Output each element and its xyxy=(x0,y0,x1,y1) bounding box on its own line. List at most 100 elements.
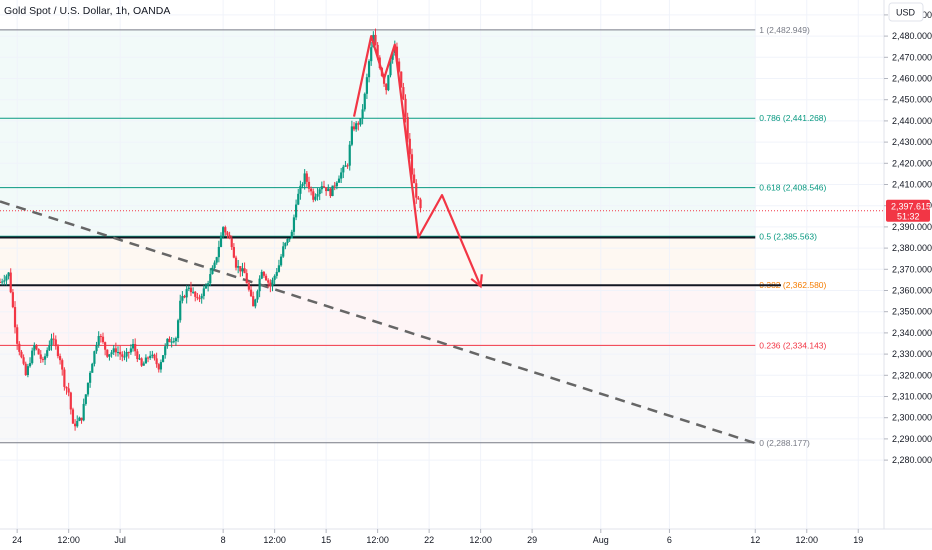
candle-body xyxy=(101,336,105,343)
candle-body xyxy=(387,75,390,91)
candle-body xyxy=(80,417,83,421)
candle-body xyxy=(327,188,330,192)
time-axis-label: 19 xyxy=(853,535,863,545)
candle-body xyxy=(256,291,259,300)
candle-body xyxy=(385,83,388,91)
candle-body xyxy=(41,358,45,360)
candle-body xyxy=(286,239,289,243)
fib-level-label: 1 (2,482.949) xyxy=(759,25,810,35)
candle-body xyxy=(26,366,29,376)
candle-body xyxy=(348,144,351,166)
trendline[interactable] xyxy=(0,200,756,445)
candle-body xyxy=(269,282,272,287)
candle-body xyxy=(389,59,392,76)
dashed-trendline[interactable] xyxy=(0,200,756,445)
candle-body xyxy=(267,280,270,283)
candle-body xyxy=(161,355,165,363)
candle-body xyxy=(219,235,223,247)
candle-body xyxy=(226,232,229,235)
candle-body xyxy=(222,227,225,236)
fib-level-label: 0.5 (2,385.563) xyxy=(759,231,817,241)
candle-body xyxy=(290,231,293,239)
candle-body xyxy=(84,394,87,404)
fib-level-label: 0 (2,288.177) xyxy=(759,438,810,448)
candle-body xyxy=(65,386,68,389)
candle-body xyxy=(230,238,233,248)
candle-body xyxy=(24,363,27,376)
candle-body xyxy=(0,282,2,284)
time-axis-label: Aug xyxy=(593,535,609,545)
candle-body xyxy=(67,388,70,393)
candle-body xyxy=(367,61,371,78)
candle-body xyxy=(415,183,418,198)
candle-body xyxy=(123,356,126,358)
time-axis-label: 8 xyxy=(221,535,226,545)
time-axis-label: 22 xyxy=(424,535,434,545)
candle-body xyxy=(249,289,253,297)
candle-body xyxy=(277,265,281,272)
candle-body xyxy=(245,273,248,284)
candle-body xyxy=(9,272,12,293)
candle-body xyxy=(209,274,212,284)
price-axis-label: 2,330.000 xyxy=(892,349,932,359)
projection-path[interactable] xyxy=(352,34,483,289)
candle-body xyxy=(93,351,96,364)
candle-body xyxy=(7,272,10,277)
candle-body xyxy=(76,420,79,427)
candle-body xyxy=(185,289,188,298)
candle-body xyxy=(404,98,407,117)
candle-body xyxy=(127,352,130,354)
price-axis-label: 2,420.000 xyxy=(892,158,932,168)
projection-arrowhead xyxy=(470,274,483,289)
candle-body xyxy=(320,186,323,190)
candle-body xyxy=(243,268,246,274)
time-axis-label: 12:00 xyxy=(366,535,389,545)
projection-polyline[interactable] xyxy=(352,34,482,287)
candle-body xyxy=(204,285,208,289)
candle-body xyxy=(247,283,250,290)
price-axis-label: 2,440.000 xyxy=(892,116,932,126)
candle-body xyxy=(176,320,180,339)
currency-label: USD xyxy=(896,8,916,18)
price-axis-label: 2,460.000 xyxy=(892,74,932,84)
candle-body xyxy=(159,362,163,370)
candle-body xyxy=(217,246,220,258)
candle-body xyxy=(391,52,394,60)
price-axis-label: 2,480.000 xyxy=(892,31,932,41)
time-axis-label: 12:00 xyxy=(795,535,818,545)
candle-body xyxy=(37,348,40,355)
candle-body xyxy=(365,77,369,94)
candle-body xyxy=(275,271,278,276)
candle-body xyxy=(131,344,135,349)
candle-body xyxy=(54,339,57,347)
candle-body xyxy=(168,338,171,343)
candle-body xyxy=(198,298,201,300)
price-axis-label: 2,320.000 xyxy=(892,370,932,380)
candle-body xyxy=(181,296,184,301)
candle-body xyxy=(58,356,62,361)
current-price-value: 2,397.615 xyxy=(891,201,931,211)
time-axis-label: 29 xyxy=(527,535,537,545)
time-axis-label: 15 xyxy=(321,535,331,545)
candle-body xyxy=(397,61,401,72)
candle-body xyxy=(121,354,124,357)
candle-body xyxy=(144,357,148,364)
candle-body xyxy=(95,344,98,352)
candle-body xyxy=(157,364,160,370)
candle-body xyxy=(314,196,317,200)
price-axis[interactable]: 2,280.000 2,290.000 2,300.000 2,310.000 2,32… xyxy=(884,10,932,465)
horizontal-lines[interactable] xyxy=(0,236,782,287)
candle-body xyxy=(202,288,205,297)
candle-body xyxy=(237,266,240,268)
candle-body xyxy=(170,341,173,343)
candle-body xyxy=(151,354,154,356)
currency-button[interactable] xyxy=(888,2,924,22)
candle-body xyxy=(28,363,32,367)
time-axis-label: 12:00 xyxy=(57,535,80,545)
candle-body xyxy=(16,327,19,344)
fib-level-label: 0.618 (2,408.546) xyxy=(759,183,826,193)
price-axis-label: 2,340.000 xyxy=(892,328,932,338)
time-axis[interactable]: 24 12:00 Jul 8 12:00 15 12:00 22 12:00 29 Aug 6 12 12… xyxy=(12,529,863,545)
candle-body xyxy=(370,47,373,62)
